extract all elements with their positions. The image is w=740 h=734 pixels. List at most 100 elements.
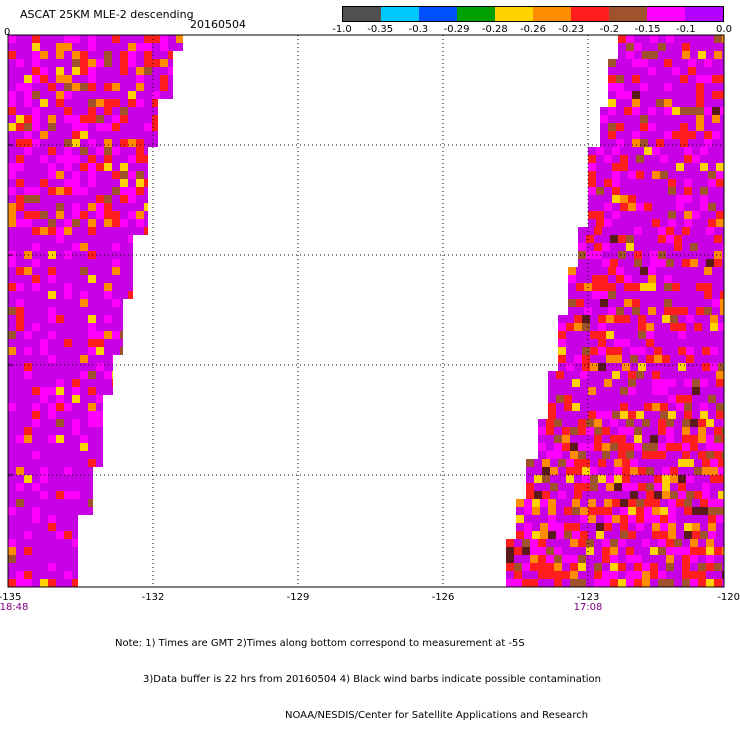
swath-cell [572, 499, 580, 507]
swath-cell [96, 267, 104, 275]
swath-cell [578, 571, 586, 579]
swath-cell [56, 259, 64, 267]
swath-cell [24, 43, 32, 51]
swath-cell [640, 267, 648, 275]
swath-cell [64, 571, 72, 579]
swath-cell [690, 419, 698, 427]
swath-cell [706, 259, 714, 267]
swath-cell [610, 443, 618, 451]
swath-cell [700, 379, 708, 387]
swath-cell [80, 291, 88, 299]
swath-cell [664, 131, 672, 139]
swath-cell [144, 131, 152, 139]
swath-cell [566, 475, 574, 483]
swath-cell [588, 187, 596, 195]
swath-cell [694, 323, 702, 331]
swath-cell [688, 139, 696, 147]
swath-cell [40, 315, 48, 323]
swath-cell [530, 563, 538, 571]
swath-cell [694, 339, 702, 347]
swath-cell [668, 219, 676, 227]
swath-cell [72, 499, 80, 507]
swath-cell [40, 547, 48, 555]
swath-cell [80, 107, 88, 115]
swath-cell [144, 83, 152, 91]
swath-cell [96, 443, 103, 451]
swath-cell [570, 579, 578, 587]
swath-cell [598, 339, 606, 347]
swath-cell [72, 515, 78, 523]
swath-cell [120, 187, 128, 195]
swath-cell [24, 235, 32, 243]
swath-cell [120, 243, 128, 251]
swath-cell [610, 243, 618, 251]
swath-cell [594, 451, 602, 459]
swath-cell [568, 291, 576, 299]
swath-cell [56, 131, 64, 139]
swath-cell [612, 179, 620, 187]
swath-cell [104, 139, 112, 147]
swath-cell [696, 83, 704, 91]
swath-cell [600, 283, 608, 291]
swath-cell [72, 331, 80, 339]
swath-cell [624, 115, 632, 123]
swath-cell [706, 51, 714, 59]
swath-cell [586, 539, 594, 547]
swath-cell [614, 339, 622, 347]
color-scale-label: -0.2 [599, 24, 620, 35]
color-scale-label: 0.0 [716, 24, 732, 35]
swath-cell [24, 571, 32, 579]
swath-cell [40, 67, 48, 75]
swath-cell [704, 83, 712, 91]
swath-cell [664, 67, 672, 75]
swath-cell [616, 123, 624, 131]
swath-cell [56, 411, 64, 419]
swath-cell [136, 187, 144, 195]
swath-cell [538, 451, 546, 459]
swath-cell [40, 475, 48, 483]
swath-cell [80, 163, 88, 171]
swath-cell [80, 499, 88, 507]
swath-cell [630, 483, 638, 491]
swath-cell [562, 555, 570, 563]
swath-cell [622, 459, 630, 467]
swath-cell [542, 491, 550, 499]
swath-cell [634, 235, 642, 243]
swath-cell [688, 91, 696, 99]
swath-cell [40, 443, 48, 451]
swath-cell [684, 411, 692, 419]
swath-cell [548, 387, 556, 395]
swath-cell [704, 139, 712, 147]
swath-cell [660, 203, 668, 211]
swath-cell [120, 235, 128, 243]
swath-cell [56, 43, 64, 51]
swath-cell [666, 571, 674, 579]
swath-cell [704, 283, 712, 291]
swath-cell [144, 171, 148, 179]
swath-cell [558, 363, 566, 371]
swath-cell [48, 579, 56, 587]
swath-cell [80, 115, 88, 123]
swath-cell [704, 123, 712, 131]
swath-cell [648, 107, 656, 115]
swath-cell [120, 179, 128, 187]
swath-cell [24, 539, 32, 547]
swath-cell [692, 163, 700, 171]
swath-cell [8, 451, 16, 459]
swath-cell [16, 99, 24, 107]
swath-cell [56, 171, 64, 179]
swath-cell [710, 315, 718, 323]
swath-cell [672, 131, 680, 139]
swath-cell [564, 371, 572, 379]
swath-cell [632, 75, 640, 83]
swath-cell [684, 395, 692, 403]
swath-cell [112, 363, 113, 371]
swath-cell [642, 539, 650, 547]
swath-cell [622, 491, 630, 499]
swath-cell [534, 467, 542, 475]
swath-cell [652, 171, 660, 179]
swath-cell [610, 579, 618, 587]
swath-cell [682, 235, 690, 243]
swath-cell [548, 379, 556, 387]
swath-cell [56, 299, 64, 307]
